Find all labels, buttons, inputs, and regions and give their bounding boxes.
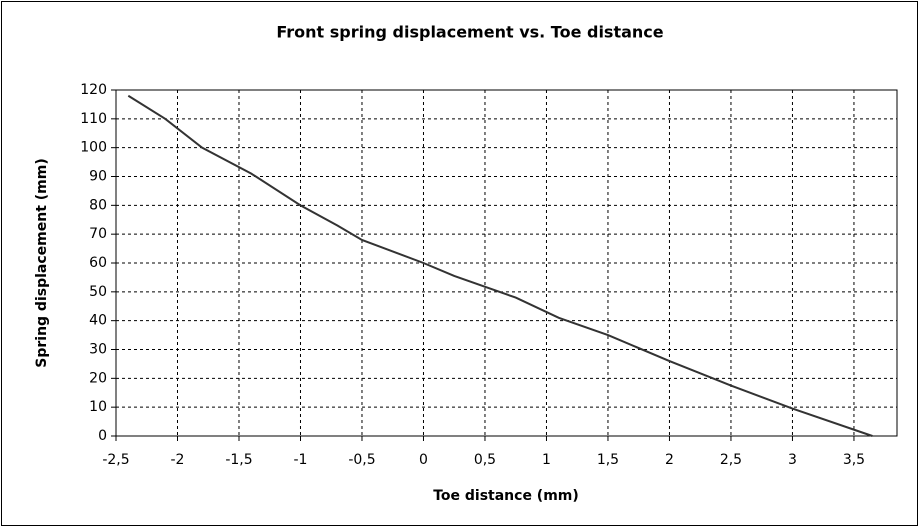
y-tick-label: 120	[80, 82, 107, 98]
y-tick-label: 60	[89, 255, 107, 271]
x-tick-label: -2,5	[102, 452, 129, 468]
x-tick-label: 2,5	[720, 452, 742, 468]
y-tick-label: 40	[89, 313, 107, 329]
x-tick-label: -1	[294, 452, 308, 468]
x-tick-label: 1,5	[597, 452, 619, 468]
plot-border	[115, 89, 898, 437]
y-tick-label: 50	[89, 284, 107, 300]
x-tick-label: -1,5	[225, 452, 252, 468]
x-tick-label: 0,5	[474, 452, 496, 468]
y-tick-label: 30	[89, 342, 107, 358]
y-tick-label: 100	[80, 140, 107, 156]
x-tick-label: 0	[419, 452, 428, 468]
y-tick-label: 110	[80, 111, 107, 127]
y-axis-title: Spring displacement (mm)	[34, 158, 50, 367]
data-line	[127, 94, 873, 437]
x-tick-label: -0,5	[348, 452, 375, 468]
y-tick-label: 20	[89, 370, 107, 386]
y-tick-label: 70	[89, 226, 107, 242]
x-tick-label: -2	[171, 452, 185, 468]
x-tick-label: 2	[665, 452, 674, 468]
x-tick-label: 3,5	[843, 452, 865, 468]
x-axis-title: Toe distance (mm)	[433, 488, 579, 504]
x-tick-label: 3	[788, 452, 797, 468]
chart-title: Front spring displacement vs. Toe distan…	[276, 23, 663, 42]
y-tick-label: 90	[89, 169, 107, 185]
y-tick-label: 0	[98, 428, 107, 444]
y-tick-label: 10	[89, 399, 107, 415]
y-tick-label: 80	[89, 197, 107, 213]
x-tick-label: 1	[542, 452, 551, 468]
